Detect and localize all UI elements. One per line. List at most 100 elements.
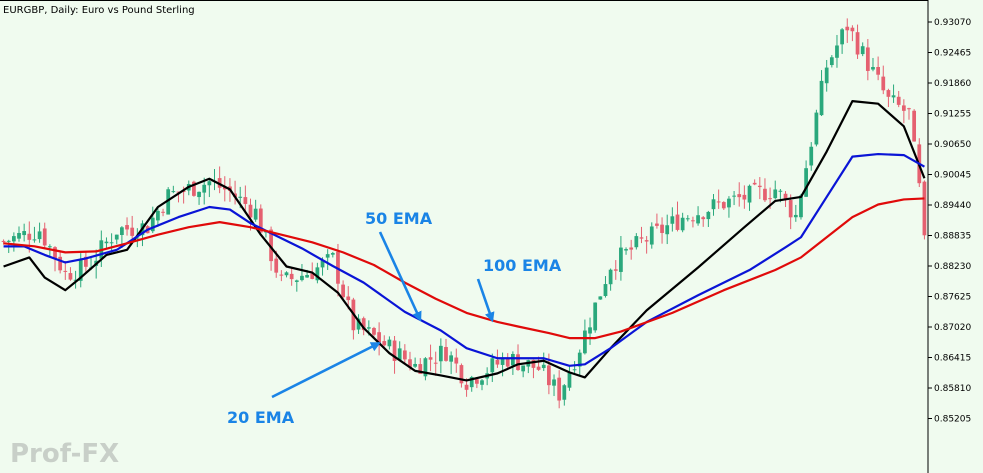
candle-body xyxy=(701,217,706,220)
candle-body xyxy=(768,198,772,200)
candle-body xyxy=(670,216,675,224)
100-ema-line xyxy=(3,197,925,340)
candle-body xyxy=(202,184,207,193)
candle-body xyxy=(454,357,459,364)
candle-body xyxy=(613,269,618,271)
candle-body xyxy=(428,357,433,360)
candle-body xyxy=(32,239,37,241)
candle-body xyxy=(48,246,52,248)
candle-body xyxy=(387,339,392,347)
candle-body xyxy=(516,354,520,371)
candle-body xyxy=(778,190,783,192)
candle-body xyxy=(408,359,412,368)
candle-body xyxy=(747,185,752,203)
chart-title: EURGBP, Daily: Euro vs Pound Sterling xyxy=(3,5,195,16)
candle-body xyxy=(269,229,273,262)
candle-body xyxy=(22,231,27,236)
candle-body xyxy=(382,341,387,346)
50-ema-annotation: 50 EMA xyxy=(365,209,433,228)
candle-body xyxy=(444,346,448,361)
candle-body xyxy=(310,273,315,279)
candle-body xyxy=(799,195,803,218)
candle-body xyxy=(547,365,551,386)
candle-body xyxy=(835,45,839,58)
candle-body xyxy=(639,237,644,239)
candle-body xyxy=(480,380,484,385)
20-ema-arrow xyxy=(271,341,381,399)
candle-body xyxy=(243,197,248,204)
candle-body xyxy=(829,57,834,66)
candle-body xyxy=(737,194,742,198)
candle-body xyxy=(691,220,695,222)
candle-body xyxy=(855,32,860,55)
candle-body xyxy=(58,256,63,271)
candle-body xyxy=(341,284,345,298)
candle-body xyxy=(330,253,335,255)
candle-body xyxy=(619,247,623,272)
candle-body xyxy=(1,240,6,242)
candle-body xyxy=(238,196,243,198)
candle-body xyxy=(253,208,258,220)
50-ema-arrow xyxy=(378,231,422,322)
candle-body xyxy=(156,210,160,221)
20-ema-annotation: 20 EMA xyxy=(227,408,295,427)
candle-body xyxy=(860,46,865,55)
candle-body xyxy=(716,201,721,203)
candle-body xyxy=(675,214,680,230)
candle-body xyxy=(572,369,577,371)
y-tick-label: 0.92465 xyxy=(934,49,971,59)
candle-body xyxy=(912,110,917,142)
ema-lines-layer xyxy=(3,100,926,382)
candle-body xyxy=(732,195,736,197)
candle-body xyxy=(150,217,155,232)
candle-body xyxy=(901,105,906,111)
candle-body xyxy=(660,224,664,233)
candle-body xyxy=(541,364,546,369)
candle-body xyxy=(608,269,613,285)
candle-body xyxy=(284,272,289,276)
candle-body xyxy=(372,327,376,335)
candle-body xyxy=(742,194,747,200)
watermark-text: Prof-FX xyxy=(10,439,119,469)
candle-body xyxy=(17,232,21,239)
candle-body xyxy=(490,358,495,373)
candle-body xyxy=(377,332,381,344)
candle-body xyxy=(752,182,757,185)
candle-body xyxy=(397,348,402,361)
candle-body xyxy=(449,355,454,362)
candle-body xyxy=(588,327,592,334)
candle-body xyxy=(305,274,309,278)
candle-body xyxy=(757,185,762,188)
candle-body xyxy=(104,241,109,244)
candle-body xyxy=(598,296,603,300)
candle-body xyxy=(248,204,253,218)
50-ema-line xyxy=(3,152,925,367)
y-tick-label: 0.93070 xyxy=(934,18,971,28)
candle-body xyxy=(624,249,628,251)
candle-body xyxy=(289,273,294,280)
candle-body xyxy=(207,181,212,186)
candle-body xyxy=(469,377,474,388)
candle-body xyxy=(176,191,181,193)
candle-body xyxy=(577,352,582,367)
candle-body xyxy=(783,193,788,199)
candle-body xyxy=(876,67,880,75)
candle-body xyxy=(536,366,541,370)
candle-body xyxy=(649,226,654,245)
candle-body xyxy=(68,273,73,280)
candle-body xyxy=(27,233,32,240)
candle-body xyxy=(793,214,798,218)
candle-body xyxy=(78,258,83,281)
candle-body xyxy=(562,385,567,400)
candle-body xyxy=(557,377,562,401)
y-tick-label: 0.91860 xyxy=(934,79,971,89)
candle-body xyxy=(161,211,165,213)
candle-body xyxy=(474,379,479,384)
candle-body xyxy=(464,384,469,390)
20-ema-line xyxy=(3,100,926,382)
candle-body xyxy=(181,191,186,193)
candle-body xyxy=(886,90,891,97)
candle-body xyxy=(845,26,850,31)
candle-body xyxy=(192,181,196,196)
